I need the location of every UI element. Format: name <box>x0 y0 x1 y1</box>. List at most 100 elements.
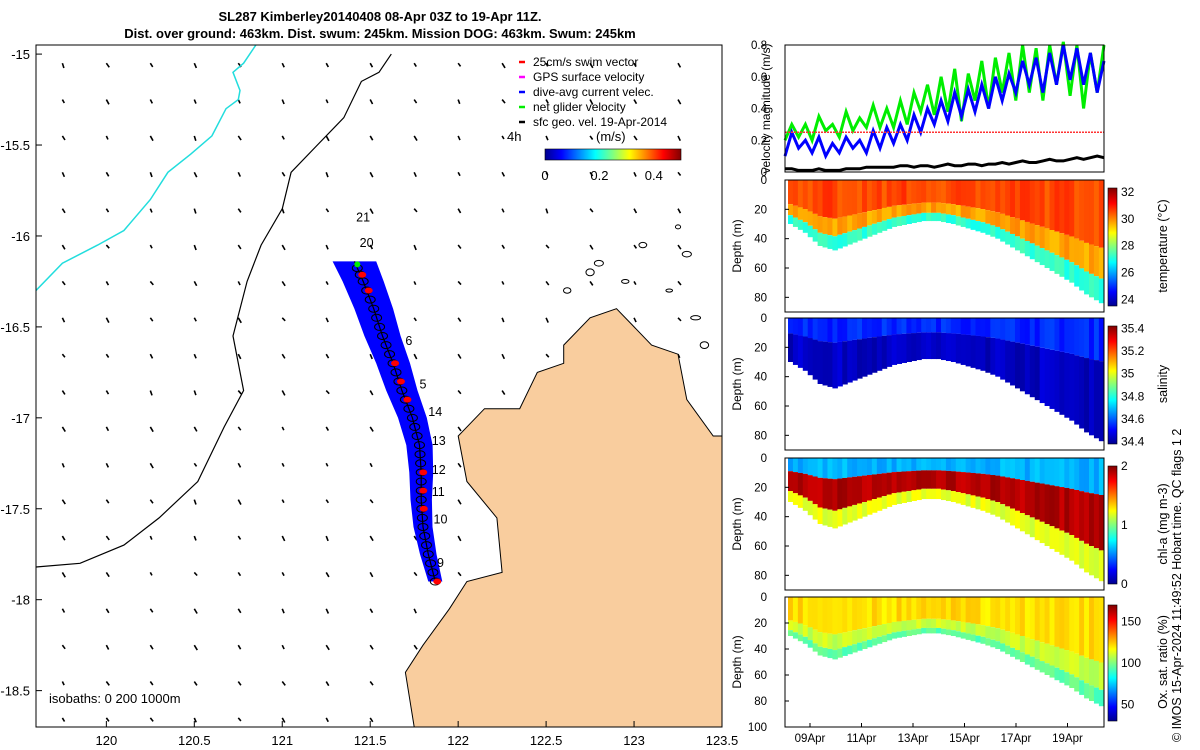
surface-velocity-arrow <box>193 390 197 396</box>
section-cell <box>970 458 977 473</box>
map-y-tick-label: -17 <box>11 411 30 426</box>
section-cell <box>1098 550 1105 582</box>
section-cell <box>881 335 888 369</box>
section-cell <box>1089 685 1095 701</box>
section-cell <box>1019 238 1026 254</box>
section-y-label: Depth (m) <box>730 497 744 550</box>
surface-velocity-arrow <box>545 208 549 214</box>
section-cell <box>950 471 957 491</box>
section-cell <box>1039 483 1046 522</box>
surface-velocity-arrow <box>61 317 66 323</box>
section-cell <box>788 630 794 636</box>
section-cell <box>1054 255 1060 274</box>
surface-velocity-arrow <box>633 208 638 214</box>
section-cell <box>876 497 883 511</box>
legend-label: dive-avg current velec. <box>533 85 654 99</box>
section-cell <box>871 337 878 373</box>
surface-velocity-arrow <box>325 353 330 359</box>
section-cell <box>1010 458 1016 479</box>
section-cell <box>871 458 878 475</box>
section-colorbar-tick-label: 26 <box>1121 265 1135 279</box>
section-cell <box>980 209 986 223</box>
surface-velocity-arrow <box>105 426 110 432</box>
section-y-tick-label: 0 <box>761 313 767 325</box>
section-cell <box>1069 180 1075 237</box>
surface-velocity-arrow <box>105 571 110 578</box>
section-y-tick-label: 80 <box>754 570 767 582</box>
section-cell <box>990 639 996 648</box>
section-cell <box>1000 643 1006 652</box>
section-cell <box>886 206 893 220</box>
section-cell <box>1034 180 1041 226</box>
section-cell <box>906 215 912 224</box>
section-cell <box>822 217 829 234</box>
section-cell <box>985 597 991 627</box>
section-cell <box>1074 318 1080 356</box>
surface-velocity-arrow <box>193 426 198 432</box>
section-cell <box>985 223 991 235</box>
section-cell <box>1089 597 1095 660</box>
surface-velocity-arrow <box>149 426 154 433</box>
surface-velocity-arrow <box>457 535 462 542</box>
section-cell <box>1093 318 1100 361</box>
map-x-tick-label: 121 <box>271 733 293 748</box>
section-cell <box>926 627 932 634</box>
surface-velocity-arrow <box>149 62 154 68</box>
section-cell <box>797 207 804 220</box>
section-cell <box>876 318 883 337</box>
surface-velocity-arrow <box>457 62 462 67</box>
section-cell <box>901 180 907 205</box>
section-cell <box>891 597 898 622</box>
section-cell <box>955 458 962 472</box>
surface-velocity-arrow <box>193 135 197 141</box>
section-cell <box>1024 344 1031 395</box>
section-cell <box>916 213 922 223</box>
surface-velocity-arrow <box>105 135 109 140</box>
section-cell <box>1049 252 1056 271</box>
section-cell <box>832 458 838 480</box>
section-cell <box>945 318 952 334</box>
section-cell <box>792 180 799 206</box>
section-cell <box>871 597 878 627</box>
section-cell <box>807 640 814 648</box>
surface-velocity-arrow <box>149 317 154 322</box>
surface-velocity-arrow <box>105 62 110 68</box>
surface-velocity-arrow <box>457 390 462 395</box>
glider-track-line <box>353 261 436 582</box>
speed-colorbar-ticks: 0 0.2 0.4 <box>541 168 662 183</box>
section-cell <box>970 219 977 230</box>
section-cell <box>886 335 893 367</box>
section-cell <box>955 216 962 226</box>
surface-velocity-arrow <box>501 281 505 285</box>
surface-velocity-arrow <box>193 208 197 214</box>
section-cell <box>931 458 937 471</box>
section-cell <box>807 597 814 628</box>
section-panel-3: 0 20 40 60 80 Depth (m) 0 1 2 chl-a (mg m-3) <box>730 453 1170 591</box>
surface-velocity-arrow <box>193 644 198 651</box>
surface-velocity-arrow <box>281 244 286 251</box>
section-cell <box>797 180 804 208</box>
section-cell <box>1044 318 1051 349</box>
section-cell <box>1049 665 1056 678</box>
section-cell <box>1089 546 1095 576</box>
section-cell <box>906 204 912 216</box>
surface-velocity-arrow <box>61 499 66 505</box>
surface-velocity-arrow <box>281 99 285 105</box>
dive-loop <box>374 322 386 331</box>
section-cell <box>852 597 858 631</box>
surface-velocity-arrow <box>61 717 66 722</box>
section-cell <box>990 337 996 375</box>
surface-velocity-arrow <box>457 571 462 577</box>
surface-velocity-arrow <box>281 390 286 396</box>
section-cell <box>1064 532 1070 558</box>
section-cell <box>945 180 952 204</box>
section-cell <box>970 180 977 208</box>
surface-velocity-arrow <box>281 644 285 650</box>
day-label: 13 <box>432 434 446 448</box>
section-cell <box>1029 517 1036 538</box>
section-cell <box>1074 180 1080 239</box>
surface-velocity-arrow <box>369 462 373 468</box>
dive-loop <box>415 495 427 504</box>
surface-velocity-arrow <box>281 135 285 140</box>
section-cell <box>822 180 829 218</box>
